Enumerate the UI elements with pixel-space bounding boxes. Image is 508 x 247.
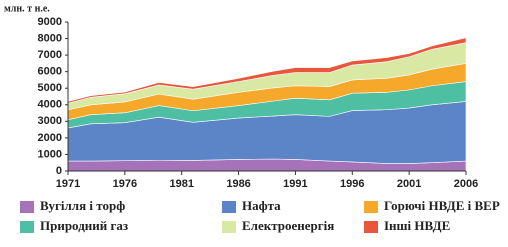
legend-label: Електроенергія — [242, 218, 334, 233]
legend-label: Природний газ — [40, 218, 128, 233]
legend-swatch — [364, 221, 378, 233]
y-tick-label: 7000 — [38, 49, 62, 61]
legend-swatch — [20, 201, 34, 213]
y-tick-label: 5000 — [38, 82, 62, 94]
y-tick-label: 1000 — [38, 148, 62, 160]
y-axis-label: млн. т н.е. — [4, 3, 50, 14]
area — [67, 37, 467, 104]
x-tick-label: 2001 — [397, 178, 421, 190]
legend-swatch — [222, 201, 236, 213]
y-tick-label: 0 — [56, 165, 62, 177]
legend-swatch — [222, 221, 236, 233]
legend-label: Інші НВДЕ — [384, 218, 450, 233]
y-tick-label: 3000 — [38, 115, 62, 127]
x-tick-label: 1996 — [340, 178, 364, 190]
x-tick-label: 1991 — [283, 178, 307, 190]
x-tick-label: 1981 — [169, 178, 193, 190]
x-tick-label: 1976 — [113, 178, 137, 190]
y-tick-label: 2000 — [38, 132, 62, 144]
legend-swatch — [364, 201, 378, 213]
legend-swatch — [20, 221, 34, 233]
legend-label: Нафта — [242, 198, 281, 213]
legend-label: Вугілля і торф — [40, 198, 125, 213]
legend-label: Горючі НВДЕ і ВЕР — [384, 198, 500, 213]
x-tick-label: 1971 — [56, 178, 80, 190]
x-tick-label: 1986 — [226, 178, 250, 190]
y-tick-label: 6000 — [38, 66, 62, 78]
y-tick-label: 4000 — [38, 99, 62, 111]
y-tick-label: 8000 — [38, 32, 62, 44]
x-tick-label: 2006 — [454, 178, 478, 190]
y-tick-label: 9000 — [38, 16, 62, 28]
